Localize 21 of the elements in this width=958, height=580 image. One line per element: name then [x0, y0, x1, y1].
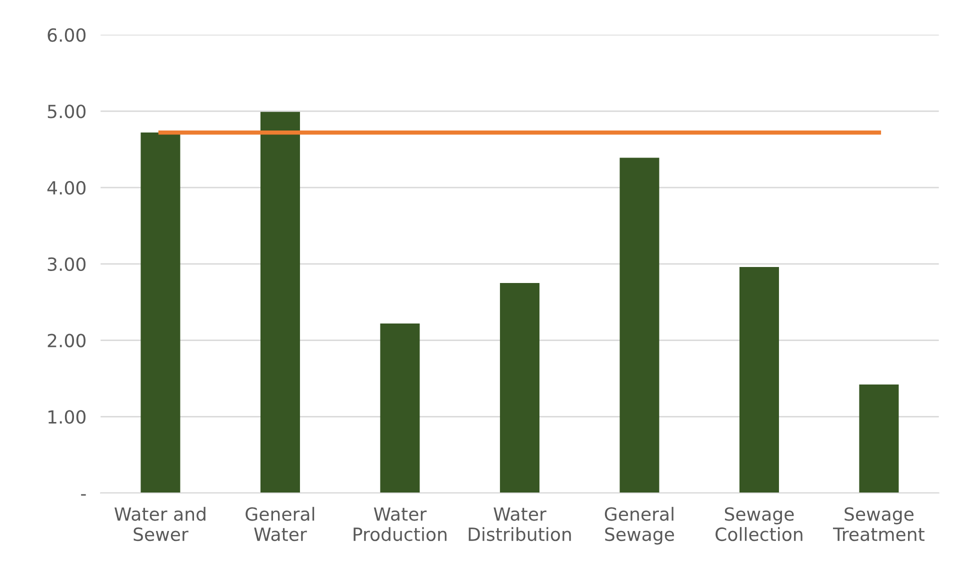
bar [140, 132, 180, 493]
bar [500, 282, 540, 493]
y-tick-label: 3.00 [48, 257, 86, 272]
bar [380, 323, 420, 493]
y-tick-label: 5.00 [48, 104, 86, 118]
bar [620, 158, 660, 493]
y-tick-label: 4.00 [47, 180, 86, 195]
bar [739, 266, 779, 493]
x-tick-label: Water and Sewer [114, 506, 206, 542]
y-tick-label: - [81, 494, 86, 496]
y-tick-label: 2.00 [48, 334, 86, 348]
x-tick-label: Sewage Treatment [832, 507, 924, 542]
x-tick-label: Sewage Collection [716, 507, 802, 542]
x-tick-label: Water Distribution [468, 507, 571, 542]
x-tick-label: General Sewage [604, 506, 674, 545]
x-tick-label: General Water [246, 506, 314, 542]
bar [859, 384, 899, 493]
bar [260, 112, 300, 493]
y-tick-label: 6.00 [48, 28, 86, 42]
y-tick-label: 1.00 [48, 410, 86, 424]
x-tick-label: Water Production [354, 507, 446, 542]
